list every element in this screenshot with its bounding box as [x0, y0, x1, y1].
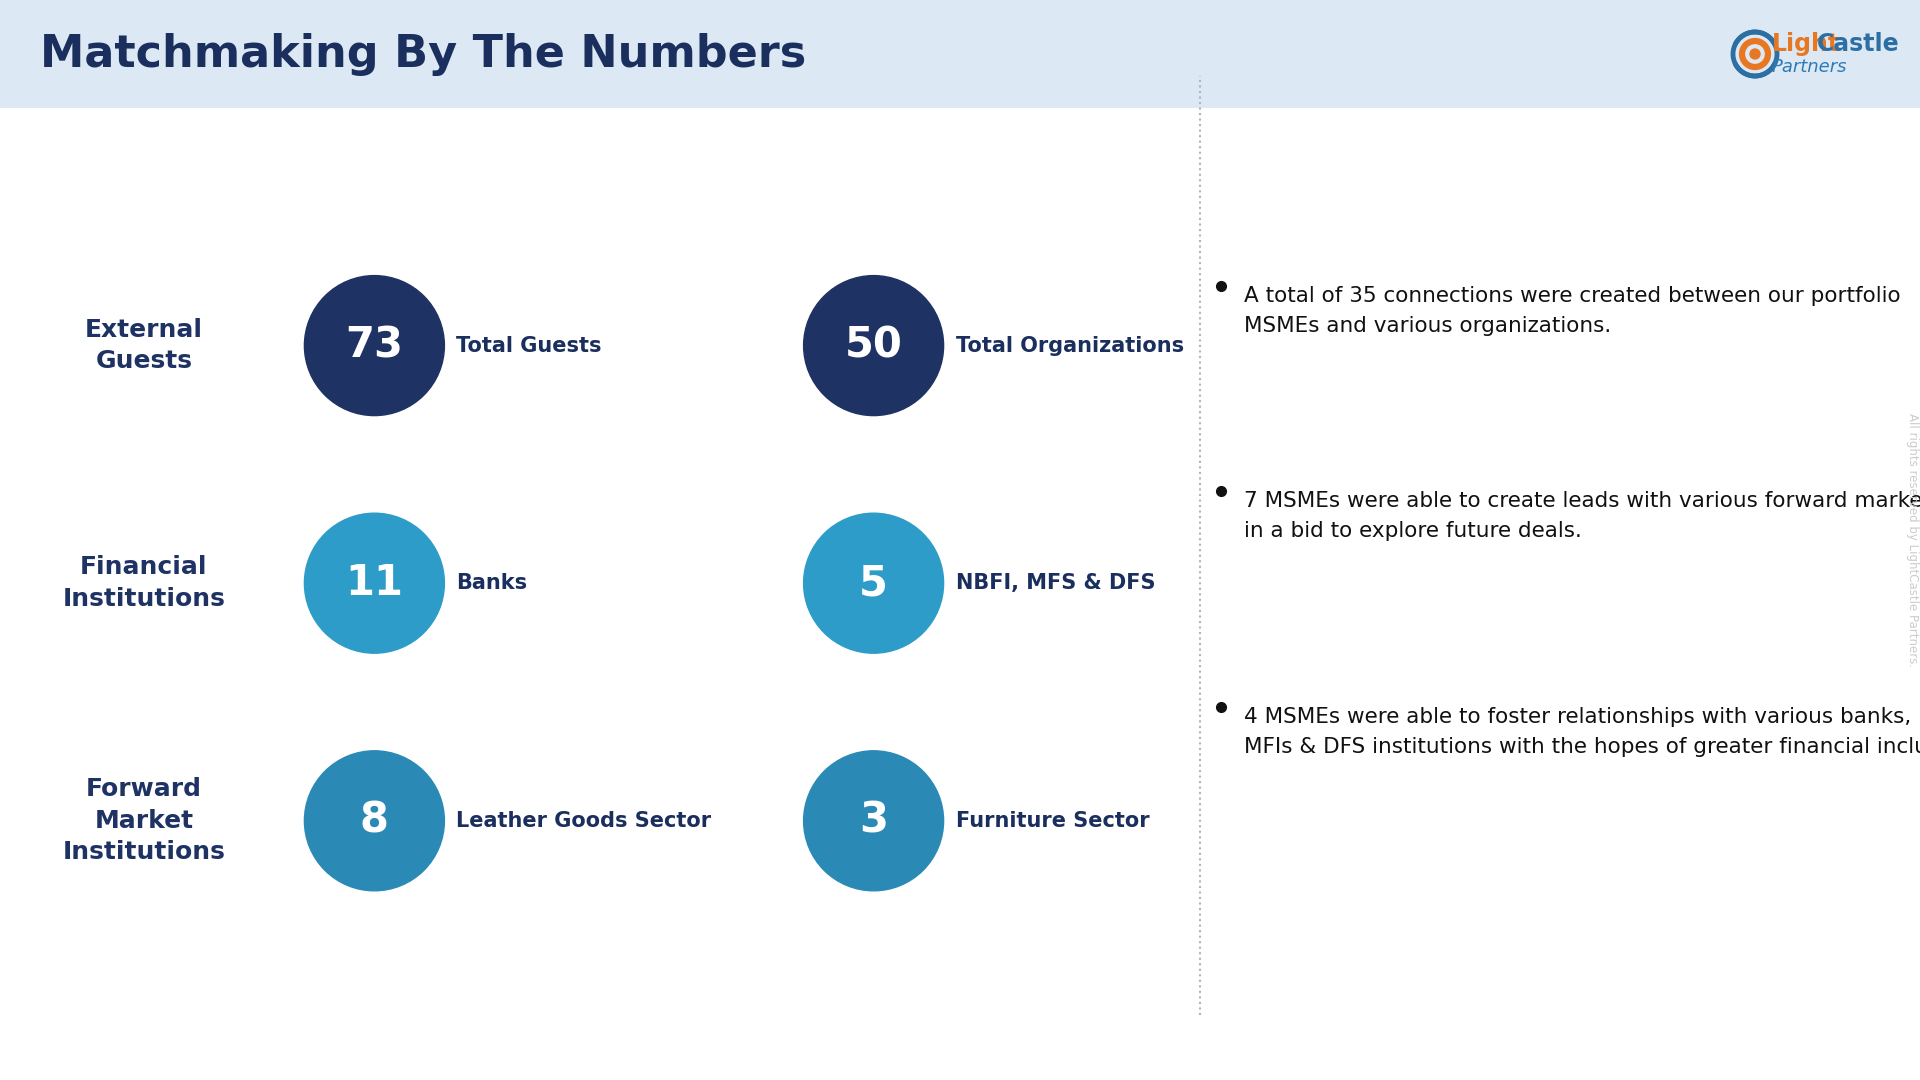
- Text: Castle: Castle: [1816, 32, 1899, 56]
- Circle shape: [804, 275, 943, 416]
- Bar: [0, 0, 1920, 108]
- Circle shape: [305, 513, 444, 653]
- Text: Financial
Institutions: Financial Institutions: [63, 555, 225, 611]
- Text: 50: 50: [845, 325, 902, 366]
- Circle shape: [804, 751, 943, 891]
- Text: Total Organizations: Total Organizations: [956, 336, 1185, 355]
- Text: Light: Light: [1772, 32, 1839, 56]
- Text: NBFI, MFS & DFS: NBFI, MFS & DFS: [956, 573, 1156, 593]
- Text: Furniture Sector: Furniture Sector: [956, 811, 1150, 831]
- Text: Partners: Partners: [1772, 58, 1847, 76]
- Text: 11: 11: [346, 563, 403, 604]
- Text: External
Guests: External Guests: [84, 318, 204, 374]
- Circle shape: [305, 751, 444, 891]
- Text: 73: 73: [346, 325, 403, 366]
- Text: Banks: Banks: [457, 573, 528, 593]
- Circle shape: [1749, 49, 1761, 59]
- Text: 3: 3: [858, 800, 889, 841]
- Circle shape: [804, 513, 943, 653]
- Text: 7 MSMEs were able to create leads with various forward market players
in a bid t: 7 MSMEs were able to create leads with v…: [1244, 491, 1920, 541]
- Text: All rights reserved by LightCastle Partners.: All rights reserved by LightCastle Partn…: [1905, 413, 1918, 667]
- Text: 4 MSMEs were able to foster relationships with various banks,
MFIs & DFS institu: 4 MSMEs were able to foster relationship…: [1244, 707, 1920, 757]
- Text: Forward
Market
Institutions: Forward Market Institutions: [63, 778, 225, 864]
- Text: A total of 35 connections were created between our portfolio
MSMEs and various o: A total of 35 connections were created b…: [1244, 286, 1901, 336]
- Circle shape: [305, 275, 444, 416]
- Text: Matchmaking By The Numbers: Matchmaking By The Numbers: [40, 32, 806, 76]
- Text: Total Guests: Total Guests: [457, 336, 601, 355]
- Text: 8: 8: [359, 800, 390, 841]
- Text: Leather Goods Sector: Leather Goods Sector: [457, 811, 712, 831]
- Text: 5: 5: [858, 563, 889, 604]
